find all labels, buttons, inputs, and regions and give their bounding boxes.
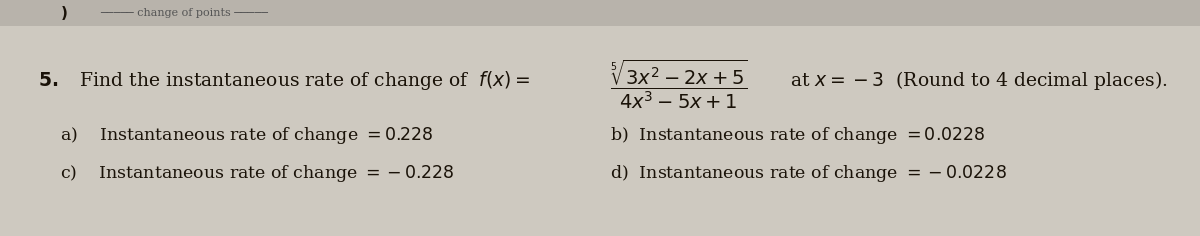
Text: $\dfrac{\sqrt[5]{3x^2-2x+5}}{4x^3-5x+1}$: $\dfrac{\sqrt[5]{3x^2-2x+5}}{4x^3-5x+1}$ <box>610 57 748 111</box>
Text: at $x=-3$  (Round to 4 decimal places).: at $x=-3$ (Round to 4 decimal places). <box>790 69 1168 93</box>
Text: $\mathbf{)}$: $\mathbf{)}$ <box>60 4 67 22</box>
Text: a)    Instantaneous rate of change $=0.228$: a) Instantaneous rate of change $=0.228$ <box>60 126 433 147</box>
Text: c)    Instantaneous rate of change $=-0.228$: c) Instantaneous rate of change $=-0.228… <box>60 164 455 185</box>
Text: d)  Instantaneous rate of change $=-0.0228$: d) Instantaneous rate of change $=-0.022… <box>610 164 1007 185</box>
Text: b)  Instantaneous rate of change $=0.0228$: b) Instantaneous rate of change $=0.0228… <box>610 126 985 147</box>
Bar <box>0 0 1200 26</box>
Text: $\mathbf{5.}$   Find the instantaneous rate of change of  $f(x)=$: $\mathbf{5.}$ Find the instantaneous rat… <box>38 69 530 93</box>
Text: ───── change of points ─────: ───── change of points ───── <box>100 8 268 18</box>
